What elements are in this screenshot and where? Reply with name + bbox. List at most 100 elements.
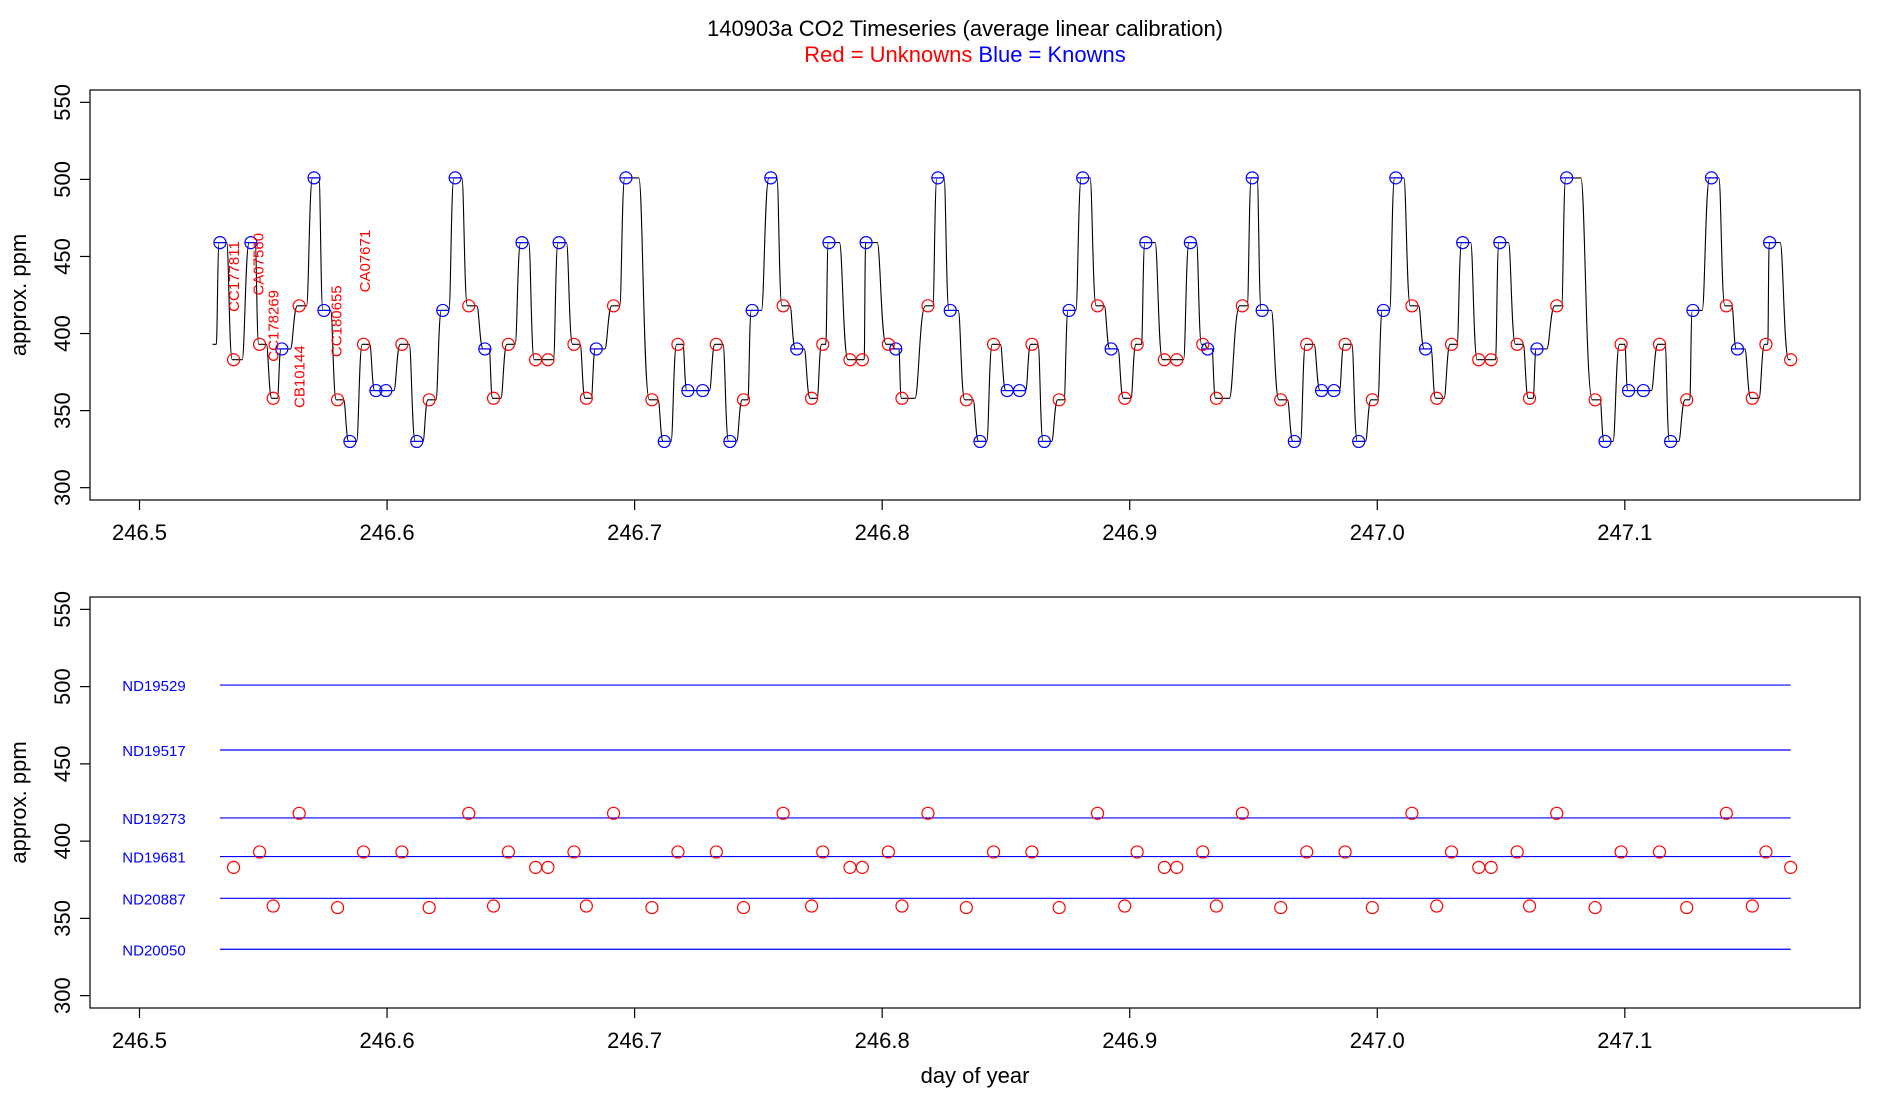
- x-tick-label: 247.0: [1350, 520, 1405, 545]
- unknown-point: [1550, 299, 1564, 313]
- unknown-point: [1472, 860, 1486, 874]
- y-tick-label: 450: [50, 746, 75, 783]
- reference-label: ND19273: [122, 811, 185, 828]
- unknown-point: [1784, 860, 1798, 874]
- x-tick-label: 246.9: [1102, 520, 1157, 545]
- unknown-point: [395, 337, 409, 351]
- unknown-point: [816, 845, 830, 859]
- unknown-point: [776, 299, 790, 313]
- unknown-point: [356, 337, 371, 351]
- x-tick-label: 246.7: [607, 520, 662, 545]
- unknown-point: [486, 391, 501, 405]
- unknown-point: [1338, 845, 1352, 859]
- unknown-point: [986, 337, 1001, 351]
- unknown-point: [1444, 845, 1459, 859]
- y-tick-label: 550: [50, 84, 75, 121]
- unknown-point: [1759, 845, 1773, 859]
- unknown-point: [1274, 393, 1288, 407]
- unknown-point: [1745, 899, 1759, 913]
- unknown-point: [645, 900, 659, 915]
- unknown-point: [528, 860, 543, 874]
- unknown-point: [1118, 391, 1132, 405]
- sample-annotation: CA07671: [357, 230, 374, 293]
- x-tick-label: 246.8: [855, 520, 910, 545]
- unknown-point: [252, 337, 267, 351]
- unknown-point: [226, 860, 241, 874]
- unknown-point: [567, 337, 581, 351]
- unknown-point: [1209, 899, 1223, 913]
- unknown-point: [1652, 337, 1667, 351]
- y-tick-label: 500: [50, 161, 75, 198]
- unknown-point: [1550, 806, 1564, 820]
- subtitle-unknowns: Red = Unknowns: [804, 42, 972, 67]
- unknown-point: [1235, 806, 1249, 820]
- unknown-point: [1652, 845, 1667, 859]
- x-tick-label: 247.1: [1597, 520, 1652, 545]
- unknown-point: [1522, 899, 1537, 913]
- reference-label: ND20050: [122, 942, 185, 959]
- unknown-point: [579, 899, 593, 913]
- unknown-point: [881, 337, 895, 351]
- unknown-point: [541, 353, 555, 367]
- unknown-point: [579, 391, 593, 405]
- chart-title: 140903a CO2 Timeseries (average linear c…: [707, 16, 1223, 41]
- unknown-point: [816, 337, 830, 351]
- unknown-point: [671, 337, 685, 351]
- unknown-point: [266, 899, 280, 913]
- unknown-point: [959, 900, 973, 915]
- x-axis-label: day of year: [921, 1063, 1030, 1088]
- unknown-point: [1365, 393, 1379, 407]
- unknown-point: [1430, 899, 1444, 913]
- sample-annotation: CC178269: [265, 290, 282, 362]
- unknown-point: [1522, 391, 1537, 405]
- plot-frame: [89, 89, 1861, 501]
- y-tick-label: 500: [50, 668, 75, 705]
- unknown-point: [292, 806, 306, 820]
- unknown-point: [252, 845, 267, 859]
- unknown-point: [1588, 393, 1602, 407]
- y-tick-label: 550: [50, 591, 75, 628]
- unknown-point: [1274, 900, 1288, 915]
- unknown-point: [1614, 337, 1628, 351]
- unknown-point: [895, 391, 909, 405]
- unknown-point: [606, 299, 621, 313]
- y-tick-label: 450: [50, 238, 75, 275]
- x-tick-label: 246.5: [112, 1028, 167, 1053]
- y-axis-label: approx. ppm: [6, 741, 31, 863]
- unknown-point: [1510, 337, 1524, 351]
- y-tick-label: 400: [50, 823, 75, 860]
- y-tick-label: 350: [50, 392, 75, 429]
- unknown-point: [606, 806, 621, 820]
- x-tick-label: 246.5: [112, 520, 167, 545]
- unknown-point: [805, 899, 819, 913]
- unknown-point: [395, 845, 409, 859]
- unknown-point: [1025, 845, 1039, 859]
- plot-frame: [89, 596, 1861, 1009]
- unknown-point: [881, 845, 895, 859]
- unknown-point: [1338, 337, 1352, 351]
- unknown-point: [736, 393, 751, 407]
- unknown-point: [330, 393, 345, 407]
- y-tick-label: 300: [50, 469, 75, 506]
- unknown-point: [266, 391, 280, 405]
- y-tick-label: 400: [50, 315, 75, 352]
- unknown-point: [462, 299, 476, 313]
- unknown-point: [486, 899, 501, 913]
- sample-annotation: CA07560: [251, 233, 268, 296]
- unknown-point: [1484, 353, 1498, 367]
- y-tick-label: 300: [50, 977, 75, 1014]
- unknown-point: [1196, 845, 1210, 859]
- unknown-point: [1405, 299, 1419, 313]
- unknown-point: [776, 806, 790, 820]
- unknown-point: [1170, 353, 1184, 367]
- unknown-point: [1157, 860, 1171, 874]
- unknown-point: [1052, 393, 1066, 407]
- unknown-point: [1745, 391, 1759, 405]
- bottom-panel: 246.5 246.6 246.7 246.8 246.9 247.0 247.1 300 35…: [6, 591, 1861, 1088]
- subtitle-knowns: Blue = Knowns: [978, 42, 1125, 67]
- unknown-point: [1784, 353, 1798, 367]
- unknown-point: [1118, 899, 1132, 913]
- reference-label: ND20887: [122, 891, 185, 908]
- reference-label: ND19529: [122, 678, 185, 695]
